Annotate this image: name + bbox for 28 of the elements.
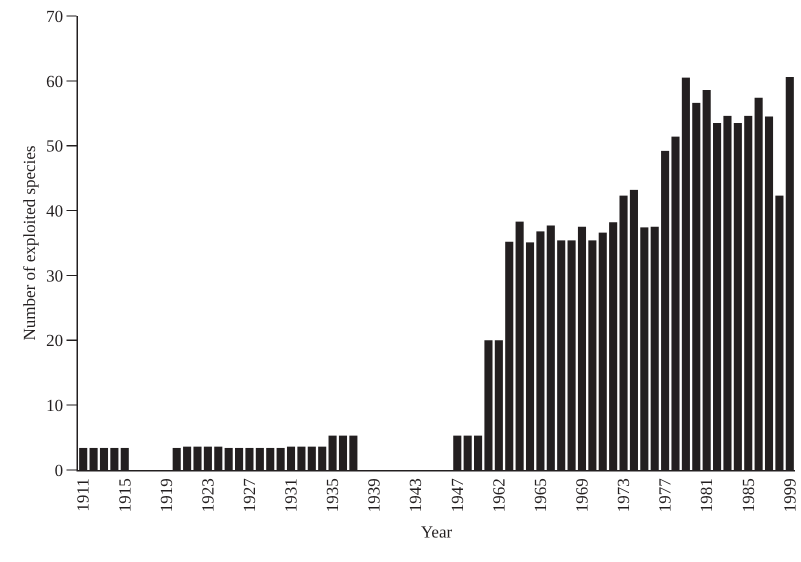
x-tick-label: 1969 <box>572 478 592 512</box>
x-tick-label: 1915 <box>115 478 134 512</box>
y-tick-label: 0 <box>54 460 64 480</box>
x-tick-label: 1943 <box>406 478 426 512</box>
y-tick-label: 30 <box>46 266 64 286</box>
y-tick-label: 60 <box>46 72 64 91</box>
x-tick-label: 1977 <box>656 478 675 512</box>
x-tick-label: 1923 <box>198 478 218 512</box>
y-tick-label: 20 <box>46 331 64 350</box>
x-tick-label: 1931 <box>282 478 301 512</box>
x-tick-label: 1927 <box>240 478 259 512</box>
x-tick-label: 1999 <box>780 478 800 512</box>
x-tick-label: 1985 <box>738 478 758 512</box>
y-tick-label: 50 <box>46 136 64 156</box>
x-tick-label: 1935 <box>323 478 342 512</box>
x-tick-label: 1973 <box>614 478 634 512</box>
x-tick-label: 1919 <box>156 478 176 512</box>
x-tick-label: 1947 <box>448 478 467 512</box>
y-tick-label: 70 <box>46 6 64 26</box>
x-tick-label: 1965 <box>530 478 550 512</box>
x-tick-label: 1962 <box>489 478 508 512</box>
y-tick-label: 10 <box>46 396 64 416</box>
x-tick-label: 1939 <box>364 478 384 512</box>
x-axis-title: Year <box>420 522 452 542</box>
x-tick-label: 1911 <box>74 478 93 512</box>
y-axis-title: Number of exploited species <box>20 146 39 340</box>
x-tick-label: 1981 <box>697 478 716 512</box>
y-tick-label: 40 <box>46 202 64 221</box>
